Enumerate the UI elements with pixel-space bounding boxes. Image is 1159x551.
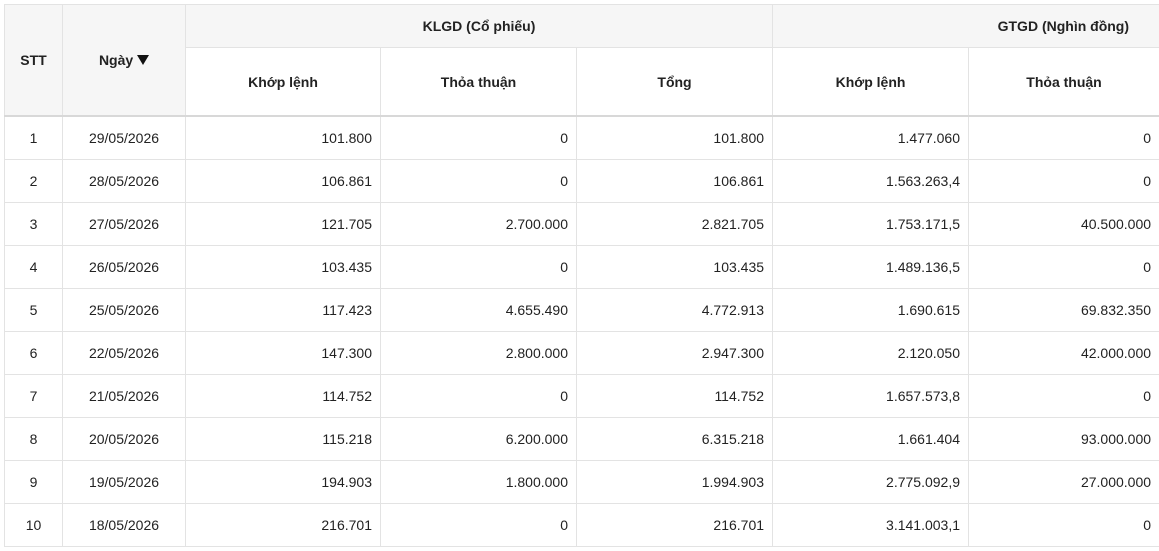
table-cell: 1.563.263,4 xyxy=(772,159,970,203)
table-row: 4 26/05/2026 103.435 0 103.435 1.489.136,5 0 xyxy=(4,245,1159,289)
table-cell: 1.657.573,8 xyxy=(772,374,970,418)
table-cell: 0 xyxy=(968,374,1159,418)
table-cell: 40.500.000 xyxy=(968,202,1159,246)
table-cell: 0 xyxy=(380,503,577,547)
table-cell: 6.315.218 xyxy=(575,417,774,461)
table-cell: 1.661.404 xyxy=(772,417,970,461)
table-cell: 6.200.000 xyxy=(380,417,577,461)
table-row: 5 25/05/2026 117.423 4.655.490 4.772.913 1.69… xyxy=(4,288,1159,332)
table-cell: 106.861 xyxy=(185,159,381,203)
column-header: Tổng xyxy=(575,47,774,117)
table-body: 1 29/05/2026 101.800 0 101.800 1.477.060 0 2 28/… xyxy=(4,115,1159,547)
table-row: 7 21/05/2026 114.752 0 114.752 1.657.573,8 0 xyxy=(4,374,1159,418)
table-cell: 1.994.903 xyxy=(575,460,774,504)
header-row: STT Ngày KLGD (Cổ phiếu) GTGD (Nghìn đồn… xyxy=(4,4,1159,117)
table-cell: 0 xyxy=(380,115,577,160)
table-cell: 2.800.000 xyxy=(380,331,577,375)
table-cell: 2.700.000 xyxy=(380,202,577,246)
table-cell: 93.000.000 xyxy=(968,417,1159,461)
table-cell: 0 xyxy=(968,159,1159,203)
table-cell: 103.435 xyxy=(575,245,774,289)
table-cell: 29/05/2026 xyxy=(62,115,186,160)
table-cell: 19/05/2026 xyxy=(62,460,186,504)
table-cell: 103.435 xyxy=(185,245,381,289)
table-cell: 1.690.615 xyxy=(772,288,970,332)
klgd-header: KLGD (Cổ phiếu) xyxy=(184,4,774,48)
table-cell: 10 xyxy=(4,503,63,547)
table-cell: 4 xyxy=(4,245,63,289)
table-cell: 69.832.350 xyxy=(968,288,1159,332)
table-cell: 147.300 xyxy=(185,331,381,375)
table-cell: 20/05/2026 xyxy=(62,417,186,461)
table-cell: 194.903 xyxy=(185,460,381,504)
table-cell: 1 xyxy=(4,115,63,160)
table-cell: 216.701 xyxy=(575,503,774,547)
table-cell: 2.775.092,9 xyxy=(772,460,970,504)
table-cell: 4.772.913 xyxy=(575,288,774,332)
trading-table: STT Ngày KLGD (Cổ phiếu) GTGD (Nghìn đồn… xyxy=(4,4,1159,547)
table-cell: 27/05/2026 xyxy=(62,202,186,246)
table-cell: 22/05/2026 xyxy=(62,331,186,375)
table-cell: 117.423 xyxy=(185,288,381,332)
table-cell: 101.800 xyxy=(575,115,774,160)
table-cell: 0 xyxy=(380,159,577,203)
column-header: Khớp lệnh xyxy=(185,47,381,117)
table-cell: 25/05/2026 xyxy=(62,288,186,332)
header-row: Khớp lệnh Thỏa thuận Tổng Khớp lệnh Thỏa thu… xyxy=(5,47,1159,117)
table-cell: 6 xyxy=(4,331,63,375)
table-row: 9 19/05/2026 194.903 1.800.000 1.994.903 2.77… xyxy=(4,460,1159,504)
table-row: 8 20/05/2026 115.218 6.200.000 6.315.218 1.66… xyxy=(4,417,1159,461)
table-cell: 0 xyxy=(380,245,577,289)
table-cell: 1.477.060 xyxy=(772,115,970,160)
table-cell: 26/05/2026 xyxy=(62,245,186,289)
table-cell: 0 xyxy=(968,503,1159,547)
date-header-text: Ngày xyxy=(98,52,134,68)
table-cell: 0 xyxy=(968,245,1159,289)
table-row: 2 28/05/2026 106.861 0 106.861 1.563.263,4 0 xyxy=(4,159,1159,203)
table-cell: 5 xyxy=(4,288,63,332)
date-header[interactable]: Ngày xyxy=(62,4,186,117)
table-cell: 114.752 xyxy=(575,374,774,418)
table-cell: 27.000.000 xyxy=(968,460,1159,504)
table-row: 10 18/05/2026 216.701 0 216.701 3.141.003,1 0 xyxy=(4,503,1159,547)
table-cell: 121.705 xyxy=(185,202,381,246)
table-cell: 3.141.003,1 xyxy=(772,503,970,547)
stt-header: STT xyxy=(4,4,63,117)
table-header: STT Ngày KLGD (Cổ phiếu) GTGD (Nghìn đồn… xyxy=(4,4,1159,117)
table-row: 6 22/05/2026 147.300 2.800.000 2.947.300 2.12… xyxy=(4,331,1159,375)
table-cell: 28/05/2026 xyxy=(62,159,186,203)
column-header: Thỏa thuận xyxy=(380,47,577,117)
table-cell: 1.800.000 xyxy=(380,460,577,504)
table-cell: 0 xyxy=(968,115,1159,160)
table-cell: 0 xyxy=(380,374,577,418)
table-cell: 4.655.490 xyxy=(380,288,577,332)
table-cell: 2.120.050 xyxy=(772,331,970,375)
table-cell: 106.861 xyxy=(575,159,774,203)
table-cell: 2.947.300 xyxy=(575,331,774,375)
table-cell: 1.753.171,5 xyxy=(772,202,970,246)
table-cell: 3 xyxy=(4,202,63,246)
column-header: Thỏa thuận xyxy=(968,47,1159,117)
table-cell: 18/05/2026 xyxy=(62,503,186,547)
sort-icon xyxy=(137,55,150,65)
table-cell: 21/05/2026 xyxy=(62,374,186,418)
table-row: 3 27/05/2026 121.705 2.700.000 2.821.705 1.75… xyxy=(4,202,1159,246)
column-header: Khớp lệnh xyxy=(772,47,970,117)
table-cell: 101.800 xyxy=(185,115,381,160)
table-row: 1 29/05/2026 101.800 0 101.800 1.477.060 0 xyxy=(4,115,1159,160)
table-cell: 1.489.136,5 xyxy=(772,245,970,289)
gtgd-header: GTGD (Nghìn đồng) xyxy=(772,4,1159,48)
table-cell: 9 xyxy=(4,460,63,504)
table-cell: 8 xyxy=(4,417,63,461)
table-cell: 2.821.705 xyxy=(575,202,774,246)
table-cell: 115.218 xyxy=(185,417,381,461)
table-cell: 7 xyxy=(4,374,63,418)
table-cell: 42.000.000 xyxy=(968,331,1159,375)
table-cell: 2 xyxy=(4,159,63,203)
table-cell: 216.701 xyxy=(185,503,381,547)
table-cell: 114.752 xyxy=(185,374,381,418)
